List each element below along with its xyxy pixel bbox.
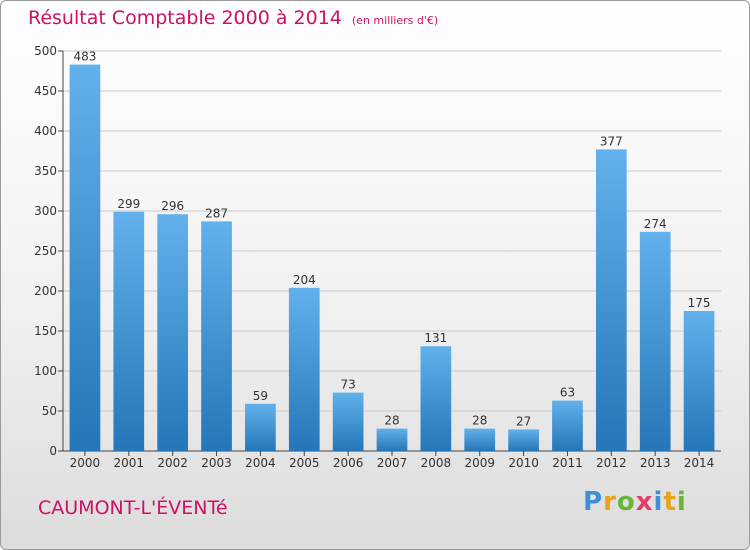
x-tick-label: 2010 — [508, 456, 539, 470]
data-label: 131 — [424, 331, 447, 345]
x-tick-label: 2001 — [114, 456, 145, 470]
data-label: 299 — [117, 197, 140, 211]
y-tick-label: 500 — [34, 44, 57, 58]
chart-title-block: Résultat Comptable 2000 à 2014 (en millie… — [28, 7, 438, 29]
data-label: 63 — [560, 386, 575, 400]
labels: 0 50 100 150 200 250 300 350 400 450 500 483 2000 299… — [34, 44, 714, 470]
data-label: 27 — [516, 414, 531, 428]
bar-2007 — [376, 428, 408, 451]
data-label: 28 — [384, 414, 399, 428]
bar-2014 — [683, 311, 715, 451]
bar-2008 — [420, 346, 452, 451]
bar-2013 — [639, 231, 671, 451]
y-tick-label: 100 — [34, 364, 57, 378]
x-tick-label: 2007 — [377, 456, 408, 470]
data-label: 204 — [293, 273, 316, 287]
y-tick-label: 0 — [49, 444, 57, 458]
x-tick-label: 2003 — [201, 456, 232, 470]
data-label: 73 — [340, 378, 355, 392]
data-label: 483 — [73, 50, 96, 64]
logo-letter: P — [583, 487, 604, 517]
y-tick-label: 50 — [42, 404, 57, 418]
logo-letter: i — [676, 487, 687, 517]
logo-letter: x — [635, 487, 654, 517]
chart-title: Résultat Comptable 2000 à 2014 — [28, 7, 342, 29]
logo-letter: o — [616, 487, 636, 517]
y-tick-label: 250 — [34, 244, 57, 258]
bar-2003 — [201, 221, 232, 451]
x-tick-label: 2005 — [289, 456, 320, 470]
bar-2009 — [464, 428, 496, 451]
y-tick-label: 150 — [34, 324, 57, 338]
y-tick-label: 300 — [34, 204, 57, 218]
x-tick-label: 2002 — [157, 456, 188, 470]
bar-2002 — [157, 214, 189, 451]
bar-2011 — [552, 400, 583, 451]
y-tick-label: 200 — [34, 284, 57, 298]
data-label: 28 — [472, 414, 487, 428]
data-label: 287 — [205, 206, 228, 220]
x-tick-label: 2000 — [70, 456, 101, 470]
data-label: 274 — [644, 217, 667, 231]
y-tick-label: 450 — [34, 84, 57, 98]
data-label: 377 — [600, 134, 623, 148]
x-tick-label: 2009 — [464, 456, 495, 470]
bar-2012 — [595, 149, 627, 451]
location-label: CAUMONT-L'ÉVENTé — [38, 497, 228, 519]
data-label: 175 — [688, 296, 711, 310]
x-tick-label: 2012 — [596, 456, 627, 470]
x-tick-label: 2004 — [245, 456, 276, 470]
bar-2004 — [245, 403, 276, 451]
y-tick-label: 400 — [34, 124, 57, 138]
bar-2006 — [332, 392, 364, 451]
bar-2005 — [288, 287, 320, 451]
logo-letter: r — [603, 487, 617, 517]
x-tick-label: 2013 — [640, 456, 671, 470]
x-tick-label: 2011 — [552, 456, 583, 470]
x-tick-label: 2006 — [333, 456, 364, 470]
bar-2010 — [508, 429, 539, 451]
x-tick-label: 2008 — [421, 456, 452, 470]
x-tick-label: 2014 — [684, 456, 715, 470]
bar-2001 — [113, 211, 145, 451]
bars — [69, 64, 715, 451]
proxiti-logo: Proxiti — [583, 487, 687, 517]
data-label: 296 — [161, 199, 184, 213]
logo-letter: t — [663, 487, 677, 517]
bar-2000 — [69, 64, 101, 451]
y-tick-label: 350 — [34, 164, 57, 178]
chart-unit-note: (en milliers d'€) — [351, 14, 439, 27]
logo-letter: i — [653, 487, 664, 517]
data-label: 59 — [253, 389, 268, 403]
